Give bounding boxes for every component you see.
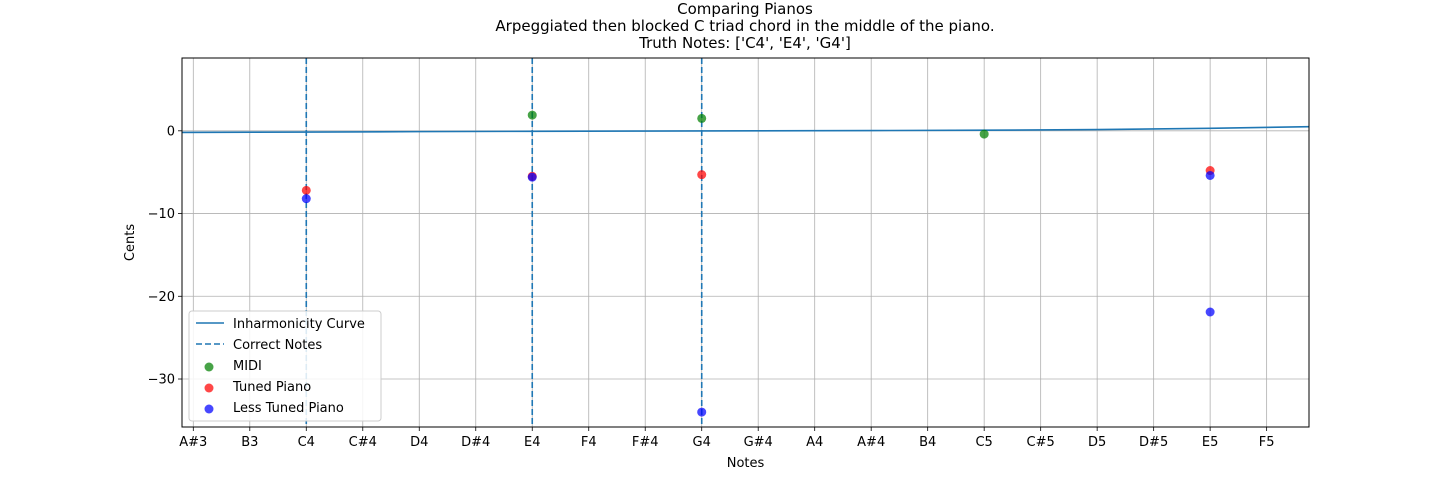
x-tick-label: D5	[1088, 435, 1106, 450]
legend-label-correct-notes: Correct Notes	[233, 338, 322, 353]
legend-swatch-less-tuned-piano	[204, 404, 214, 414]
legend-box	[188, 310, 382, 422]
x-tick-label: E5	[1202, 435, 1219, 450]
less-tuned-piano-point	[527, 172, 537, 182]
x-tick-label: F#4	[632, 435, 659, 450]
x-tick-label: G4	[693, 435, 711, 450]
inharmonicity-curve-line	[181, 125, 1310, 134]
x-tick-label: F4	[581, 435, 597, 450]
x-tick-label: D#4	[461, 435, 490, 450]
inharmonicity-curve-layer	[181, 125, 1310, 134]
chart-subtitle-truth-notes: Truth Notes: ['C4', 'E4', 'G4']	[639, 34, 851, 52]
x-tick-label: C#4	[349, 435, 377, 450]
legend-label-less-tuned-piano: Less Tuned Piano	[233, 401, 344, 416]
chart-title: Comparing Pianos	[677, 0, 813, 18]
less-tuned-piano-point	[301, 194, 311, 204]
legend-label-inharmonicity-curve: Inharmonicity Curve	[233, 317, 365, 332]
ticks: A#3 B3 C4 C#4 D4 D#4 E4 F4 F#4 G4 G#4 A4 A#4 B4 C5 C#5 D…	[148, 124, 1275, 450]
x-tick-label: A4	[806, 435, 823, 450]
tuned-piano-point	[697, 170, 707, 180]
legend-swatch-midi	[204, 362, 214, 372]
x-tick-label: C#5	[1027, 435, 1055, 450]
x-tick-label: D4	[410, 435, 428, 450]
x-tick-label: C4	[298, 435, 315, 450]
y-tick-label: −10	[148, 207, 175, 222]
less-tuned-piano-point	[697, 407, 707, 417]
less-tuned-piano-point	[1205, 170, 1215, 180]
x-tick-label: E4	[524, 435, 541, 450]
chart-subtitle: Arpeggiated then blocked C triad chord i…	[495, 17, 995, 35]
scatter-points-layer	[301, 110, 1215, 417]
y-axis-label: Cents	[123, 224, 138, 261]
legend-label-tuned-piano: Tuned Piano	[232, 380, 311, 395]
x-tick-label: F5	[1259, 435, 1275, 450]
legend-label-midi: MIDI	[233, 359, 262, 374]
plot-frame	[181, 57, 1310, 428]
x-tick-label: C5	[975, 435, 992, 450]
legend-swatch-tuned-piano	[204, 383, 214, 393]
x-tick-label: A#4	[857, 435, 885, 450]
legend: Inharmonicity Curve Correct Notes MIDI Tune…	[188, 310, 382, 422]
x-tick-label: G#4	[744, 435, 773, 450]
midi-point	[979, 129, 989, 139]
y-tick-label: −20	[148, 290, 175, 305]
y-tick-label: −30	[148, 373, 175, 388]
x-tick-label: D#5	[1139, 435, 1168, 450]
midi-point	[697, 113, 707, 123]
x-tick-label: B4	[919, 435, 936, 450]
x-axis-label: Notes	[727, 456, 765, 471]
less-tuned-piano-point	[1205, 307, 1215, 317]
x-tick-label: B3	[241, 435, 258, 450]
tuned-piano-point	[301, 185, 311, 195]
y-tick-label: 0	[167, 124, 175, 139]
midi-point	[527, 110, 537, 120]
x-tick-label: A#3	[179, 435, 207, 450]
